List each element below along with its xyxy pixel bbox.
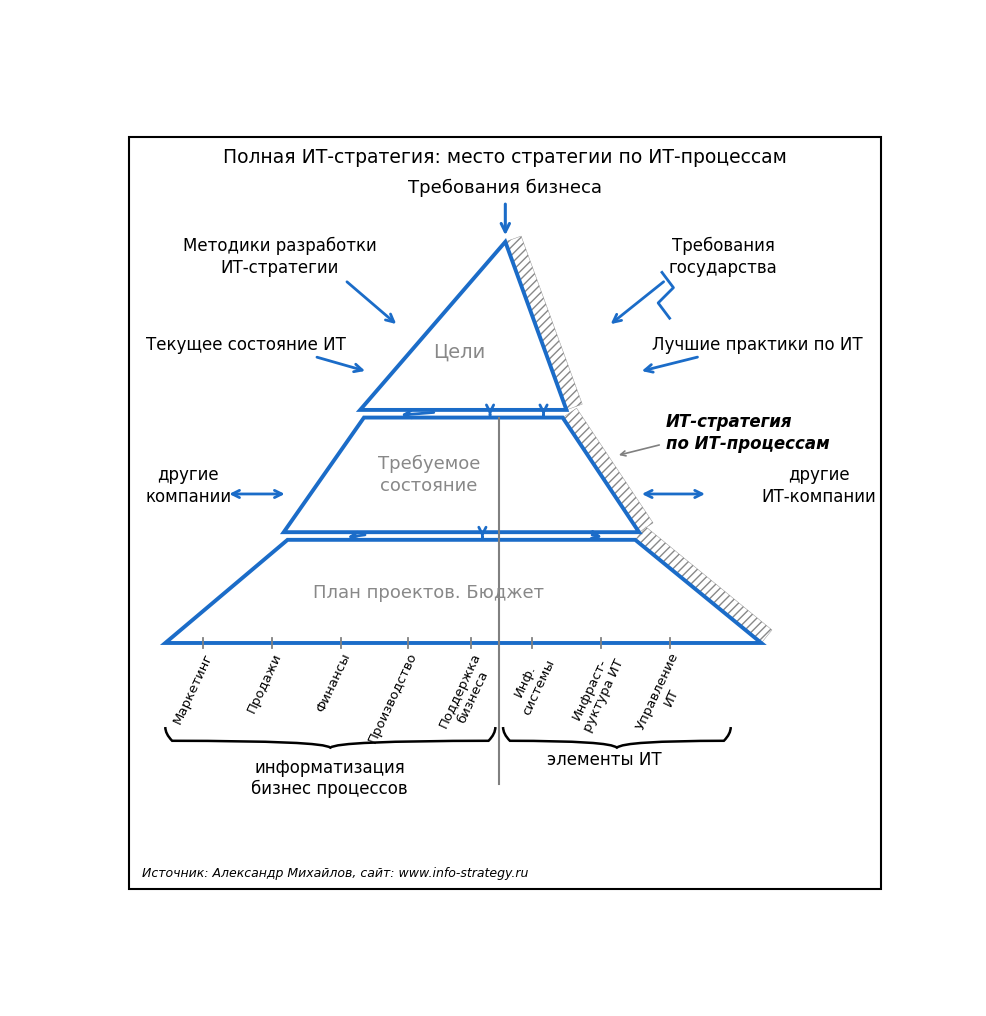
Text: Методики разработки
ИТ-стратегии: Методики разработки ИТ-стратегии — [183, 237, 377, 277]
Text: Производство: Производство — [366, 650, 419, 746]
Text: Продажи: Продажи — [245, 650, 284, 714]
Polygon shape — [635, 527, 772, 643]
Text: Источник: Александр Михайлов, сайт: www.info-strategy.ru: Источник: Александр Михайлов, сайт: www.… — [142, 867, 528, 880]
Text: Требуемое
состояние: Требуемое состояние — [378, 454, 480, 495]
Text: элементы ИТ: элементы ИТ — [547, 752, 662, 769]
Text: Инфраст-
руктура ИТ: Инфраст- руктура ИТ — [568, 650, 626, 734]
Text: Управление
ИТ: Управление ИТ — [634, 650, 695, 739]
Text: Требования
государства: Требования государства — [669, 237, 778, 277]
Text: другие
компании: другие компании — [145, 466, 232, 506]
Text: Поддержка
бизнеса: Поддержка бизнеса — [437, 650, 496, 737]
Text: Инф.
системы: Инф. системы — [507, 650, 557, 717]
Polygon shape — [506, 236, 583, 409]
Text: информатизация
бизнес процессов: информатизация бизнес процессов — [251, 759, 408, 799]
FancyBboxPatch shape — [129, 137, 881, 889]
Text: План проектов. Бюджет: План проектов. Бюджет — [314, 584, 544, 602]
Text: другие
ИТ-компании: другие ИТ-компании — [761, 466, 876, 506]
Text: Финансы: Финансы — [315, 650, 353, 714]
Polygon shape — [563, 408, 653, 532]
Text: Полная ИТ-стратегия: место стратегии по ИТ-процессам: Полная ИТ-стратегия: место стратегии по … — [224, 148, 787, 168]
Text: Лучшие практики по ИТ: Лучшие практики по ИТ — [652, 336, 863, 354]
Text: Текущее состояние ИТ: Текущее состояние ИТ — [146, 336, 345, 354]
Text: Цели: Цели — [434, 343, 485, 362]
Text: ИТ-стратегия
по ИТ-процессам: ИТ-стратегия по ИТ-процессам — [666, 412, 829, 453]
Text: Требования бизнеса: Требования бизнеса — [408, 179, 602, 197]
Text: Маркетинг: Маркетинг — [172, 650, 215, 725]
